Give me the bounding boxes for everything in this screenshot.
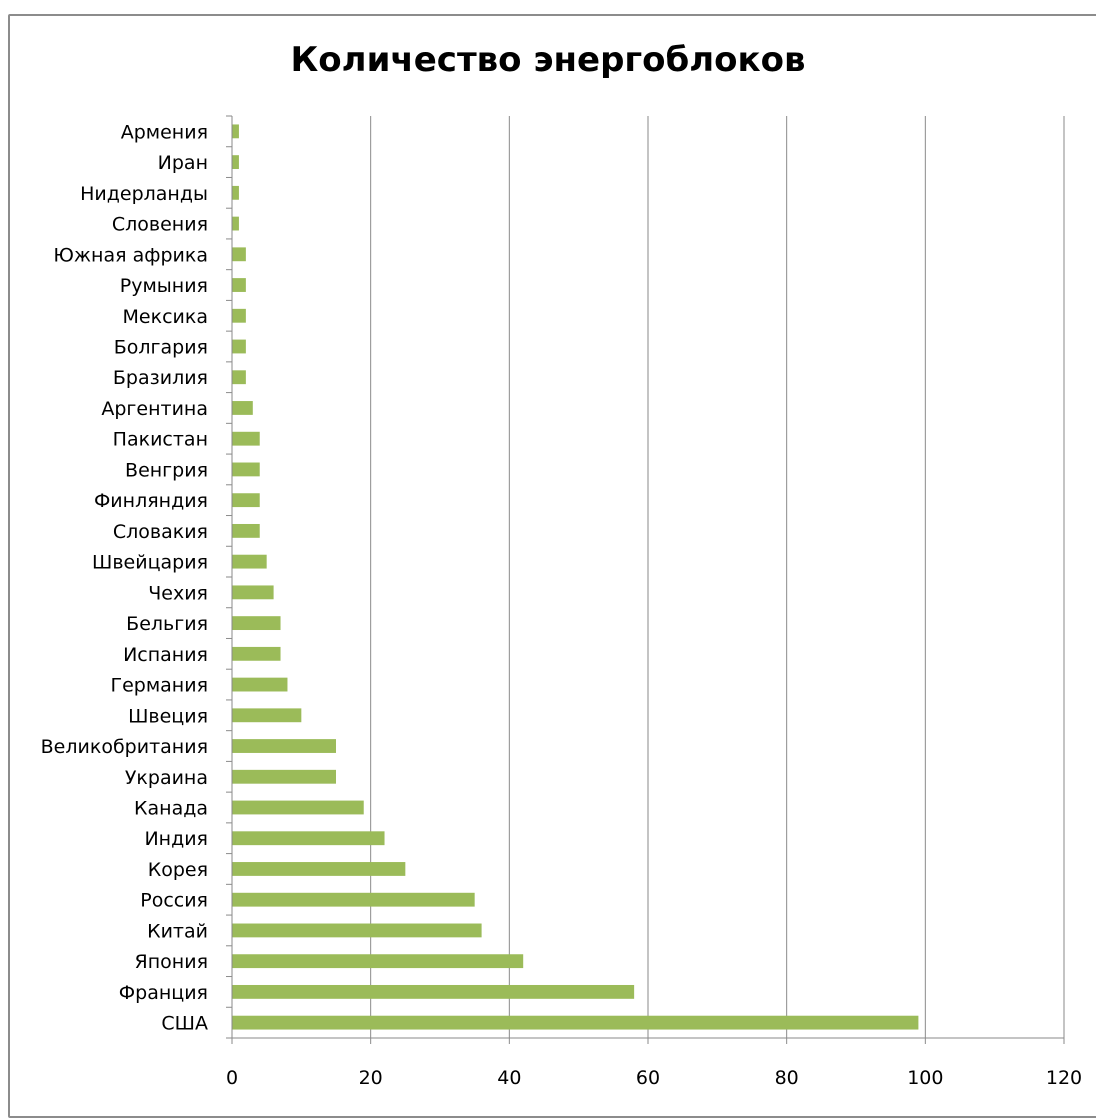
category-label: Чехия — [148, 582, 208, 604]
axes — [226, 115, 1065, 1044]
category-label: Армения — [121, 121, 208, 143]
category-labels: США Франция Япония Китай Россия Корея Индия Кан… — [41, 121, 208, 1034]
x-tick-label: 0 — [226, 1067, 238, 1089]
category-label: Индия — [144, 828, 208, 850]
category-label: Китай — [147, 920, 208, 942]
chart-title: Количество энергоблоков — [290, 40, 806, 80]
category-label: Пакистан — [113, 429, 208, 451]
category-label: Россия — [140, 890, 208, 912]
category-label: Венгрия — [125, 459, 208, 481]
x-tick-label: 80 — [775, 1067, 799, 1089]
category-label: Испания — [123, 644, 208, 666]
bar — [232, 370, 246, 385]
bar — [232, 278, 246, 292]
category-label: Словения — [112, 214, 208, 236]
bar — [232, 185, 239, 200]
category-label: Франция — [119, 982, 208, 1004]
bar — [232, 892, 475, 907]
category-label: Бразилия — [113, 367, 208, 389]
category-label: Украина — [125, 767, 208, 789]
bar — [232, 862, 406, 876]
bar — [232, 646, 281, 661]
x-tick-label: 60 — [636, 1067, 660, 1089]
category-label: Швеция — [128, 705, 208, 727]
bar — [232, 984, 635, 999]
grid-lines — [370, 116, 1065, 1038]
category-label: США — [161, 1013, 208, 1035]
category-label: Германия — [110, 675, 208, 697]
bars — [232, 124, 919, 1030]
x-tick-label: 20 — [359, 1067, 383, 1089]
bar — [232, 677, 288, 692]
category-label: Южная африка — [53, 244, 208, 266]
category-label: Корея — [148, 859, 208, 881]
bar — [232, 431, 260, 446]
bar — [232, 401, 253, 415]
bar — [232, 1015, 919, 1030]
bar — [232, 708, 302, 723]
category-label: Болгария — [114, 337, 208, 359]
category-label: Иран — [158, 152, 208, 174]
category-label: Великобритания — [41, 736, 208, 758]
chart-frame — [8, 14, 1096, 1118]
bar — [232, 954, 524, 969]
bar — [232, 554, 267, 569]
bar — [232, 923, 482, 938]
category-label: Бельгия — [126, 613, 208, 635]
bar — [232, 523, 260, 538]
category-label: Аргентина — [101, 398, 208, 420]
category-label: Япония — [135, 951, 208, 973]
bar — [232, 493, 260, 508]
x-tick-label: 40 — [497, 1067, 521, 1089]
bar — [232, 769, 336, 784]
bar — [232, 124, 239, 139]
bar — [232, 339, 246, 354]
category-label: Словакия — [113, 521, 208, 543]
bar — [232, 247, 246, 262]
x-tick-label: 100 — [907, 1067, 943, 1089]
bar — [232, 739, 336, 753]
bar — [232, 831, 385, 846]
bar — [232, 585, 274, 600]
x-tick-label: 120 — [1046, 1067, 1082, 1089]
tick-labels: 0 20 40 60 80 100 120 — [226, 1067, 1082, 1089]
bar — [232, 616, 281, 631]
bar — [232, 308, 246, 323]
category-label: Финляндия — [94, 490, 208, 512]
bar — [232, 800, 364, 815]
bar — [232, 155, 239, 170]
bar — [232, 462, 260, 477]
category-label: Румыния — [120, 275, 208, 297]
category-label: Мексика — [123, 306, 208, 328]
category-label: Швейцария — [92, 552, 208, 574]
bar — [232, 216, 239, 231]
category-label: Канада — [134, 798, 208, 820]
category-label: Нидерланды — [80, 183, 208, 205]
